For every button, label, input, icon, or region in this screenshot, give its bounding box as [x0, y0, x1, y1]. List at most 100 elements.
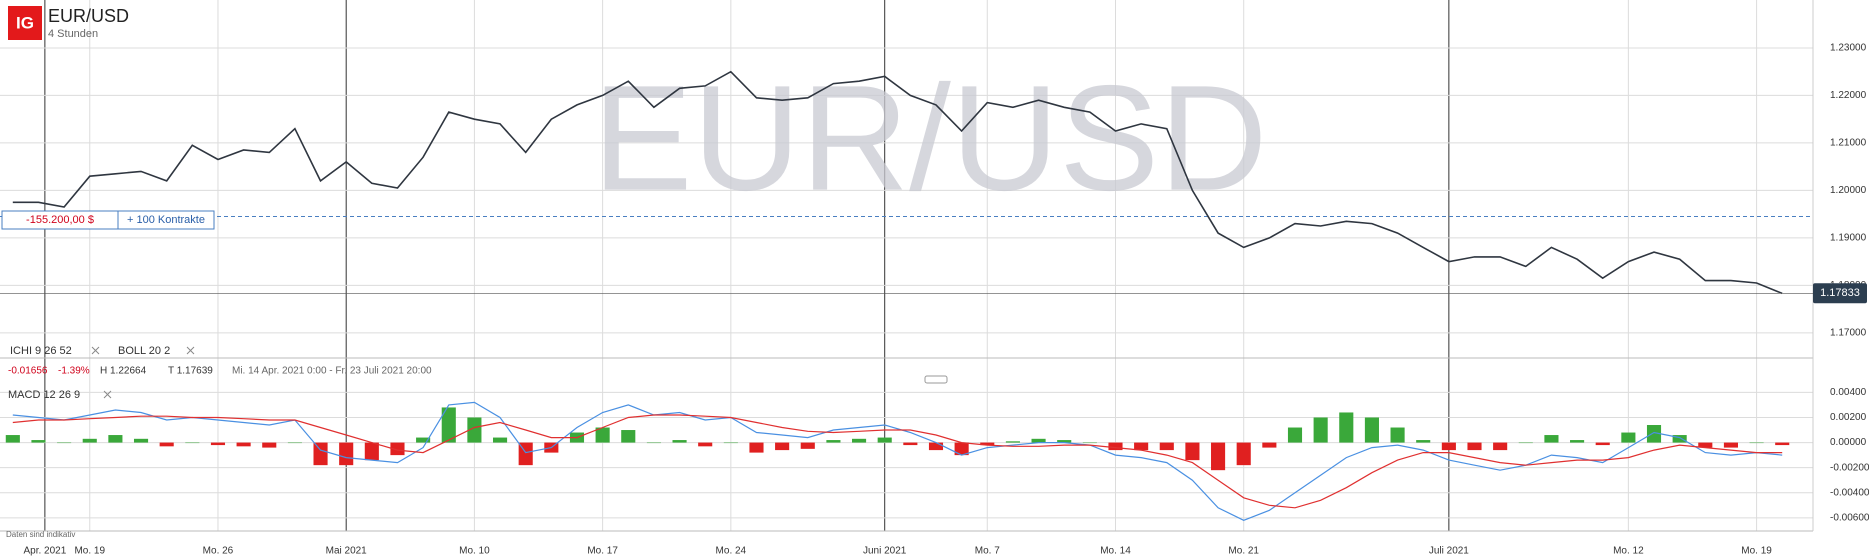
- x-tick-label: Mo. 26: [203, 546, 234, 557]
- histogram-bar: [1236, 442, 1251, 466]
- x-tick-label: Mo. 19: [74, 546, 105, 557]
- histogram-bar: [1544, 435, 1559, 443]
- histogram-bar: [313, 442, 328, 466]
- histogram-bar: [287, 442, 302, 444]
- histogram-bar: [1493, 442, 1508, 451]
- position-frame: [1, 210, 215, 230]
- last-price-label: 1.17833: [1820, 287, 1860, 299]
- last-price-box: [1813, 283, 1867, 304]
- y-tick-label: -0.00200: [1830, 462, 1870, 473]
- change: -0.01656: [8, 366, 48, 377]
- high: H 1.22664: [100, 366, 147, 377]
- y-tick-label: -0.00400: [1830, 487, 1870, 498]
- histogram-bar: [1211, 442, 1226, 471]
- disclaimer: Daten sind indikativ: [6, 530, 75, 539]
- close-icon[interactable]: [91, 346, 100, 355]
- histogram-bar: [595, 427, 610, 443]
- histogram-bar: [1441, 442, 1456, 451]
- indicator-bollinger[interactable]: BOLL 20 2: [118, 345, 170, 357]
- histogram-bar: [1467, 442, 1482, 451]
- histogram-bar: [1364, 417, 1379, 443]
- histogram-bar: [1262, 442, 1277, 448]
- histogram-bar: [1057, 440, 1072, 443]
- histogram-bar: [262, 442, 277, 448]
- plot-layer: [0, 70, 1813, 521]
- histogram-bar: [1518, 442, 1533, 444]
- histogram-bar: [236, 442, 251, 447]
- indicator-macd[interactable]: MACD 12 26 9: [8, 389, 80, 401]
- histogram-bar: [1287, 427, 1303, 443]
- y-tick-label: 1.17000: [1830, 327, 1867, 338]
- x-tick-label: Juli 2021: [1429, 546, 1469, 557]
- histogram-bar: [210, 442, 226, 446]
- logo: [8, 6, 42, 40]
- indicator-ichimoku[interactable]: ICHI 9 26 52: [10, 345, 72, 357]
- histogram-bar: [1672, 435, 1687, 443]
- position-box[interactable]: -155.200,00 $ + 100 Kontrakte: [1, 210, 215, 230]
- histogram-bar: [185, 442, 200, 444]
- histogram-bar: [441, 407, 456, 443]
- histogram-bar: [133, 438, 149, 443]
- histogram-bar: [1339, 412, 1354, 443]
- x-tick-label: Mo. 24: [716, 546, 747, 557]
- series-line: [12, 414, 1783, 509]
- histogram-bar: [1159, 442, 1174, 451]
- title: EUR/USD: [48, 6, 129, 26]
- histogram-bar: [57, 442, 72, 444]
- position-pnl: -155.200,00 $: [26, 214, 94, 226]
- change-pct: -1.39%: [58, 366, 90, 377]
- histogram-bar: [698, 442, 713, 447]
- close-icon[interactable]: [103, 390, 112, 399]
- watermark: EUR/USD: [592, 54, 1267, 222]
- histogram-bar: [1775, 442, 1790, 446]
- histogram-bar: [5, 435, 20, 443]
- histogram-bar: [159, 442, 174, 447]
- histogram-bar: [390, 442, 405, 456]
- histogram-bar: [954, 442, 969, 456]
- x-tick-label: Apr. 2021: [23, 546, 66, 557]
- x-tick-label: Mai 2021: [326, 546, 368, 557]
- series-line: [12, 70, 1783, 295]
- range: Mi. 14 Apr. 2021 0:00 - Fr. 23 Juli 2021…: [232, 366, 432, 377]
- histogram-bar: [672, 440, 687, 443]
- histogram-bar: [1108, 442, 1123, 451]
- series-line: [12, 401, 1783, 521]
- histogram-bar: [1313, 417, 1328, 443]
- histogram-bar: [1749, 442, 1764, 444]
- low: T 1.17639: [168, 366, 213, 377]
- histogram-bar: [621, 430, 636, 443]
- histogram-bar: [467, 417, 482, 443]
- y-tick-label: -0.00600: [1830, 512, 1870, 523]
- x-tick-label: Mo. 19: [1741, 546, 1772, 557]
- histogram-bar: [1621, 432, 1636, 443]
- interval: 4 Stunden: [48, 28, 98, 40]
- histogram-bar: [749, 442, 764, 453]
- y-tick-label: 1.23000: [1830, 43, 1867, 54]
- histogram-bar: [364, 442, 379, 461]
- y-tick-label: 0.00000: [1830, 437, 1867, 448]
- y-tick-label: 1.20000: [1830, 185, 1867, 196]
- x-tick-label: Mo. 12: [1613, 546, 1644, 557]
- histogram-bar: [1005, 441, 1020, 443]
- histogram-bar: [852, 438, 867, 443]
- histogram-bar: [1185, 442, 1200, 461]
- histogram-bar: [723, 442, 738, 444]
- x-tick-label: Mo. 21: [1228, 546, 1259, 557]
- histogram-bar: [492, 437, 508, 443]
- histogram-bar: [82, 438, 97, 443]
- histogram-bar: [1082, 442, 1097, 444]
- histogram-bar: [1698, 442, 1713, 448]
- x-tick-label: Mo. 7: [975, 546, 1000, 557]
- histogram-bar: [1595, 442, 1610, 446]
- histogram-bar: [903, 442, 918, 446]
- pane-resize-handle[interactable]: [924, 375, 948, 384]
- histogram-bar: [339, 442, 354, 466]
- close-icon[interactable]: [186, 346, 195, 355]
- histogram-bar: [1723, 442, 1738, 448]
- y-tick-label: 0.00200: [1830, 412, 1867, 423]
- position-size: + 100 Kontrakte: [127, 214, 205, 226]
- histogram-bar: [1570, 440, 1585, 443]
- histogram-bar: [877, 437, 892, 443]
- x-tick-label: Mo. 10: [459, 546, 490, 557]
